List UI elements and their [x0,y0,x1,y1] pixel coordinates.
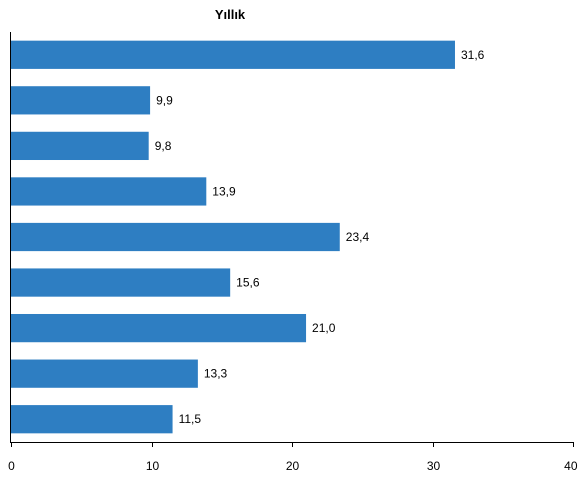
bar-value-label: 9,8 [155,139,172,153]
bar [11,86,151,115]
x-tick-label: 40 [564,459,578,473]
bar-value-label: 13,3 [204,367,228,381]
bar-value-label: 15,6 [236,276,260,290]
bar [11,405,173,434]
x-axis-ticks: 0 10 20 30 40 [8,442,578,473]
bars-group [11,40,455,434]
bar-value-label: 9,9 [156,93,173,107]
bar-value-label: 31,6 [461,48,485,62]
x-tick-label: 30 [427,459,441,473]
x-tick-label: 10 [146,459,160,473]
bar-value-label: 21,0 [312,321,336,335]
bar-value-label: 13,9 [212,184,236,198]
value-labels-group: 31,6 9,9 9,8 13,9 23,4 15,6 21,0 13,3 11,5 [155,48,485,426]
chart-title: Yıllık [215,7,246,22]
bar [11,177,207,206]
x-tick-label: 20 [286,459,300,473]
bar [11,313,307,343]
bar-value-label: 11,5 [179,412,202,426]
bar [11,268,231,297]
x-tick-label: 0 [8,459,15,473]
bar [11,359,198,388]
bar-value-label: 23,4 [346,230,370,244]
bar [11,222,340,252]
bar [11,40,455,69]
bar [11,131,149,161]
